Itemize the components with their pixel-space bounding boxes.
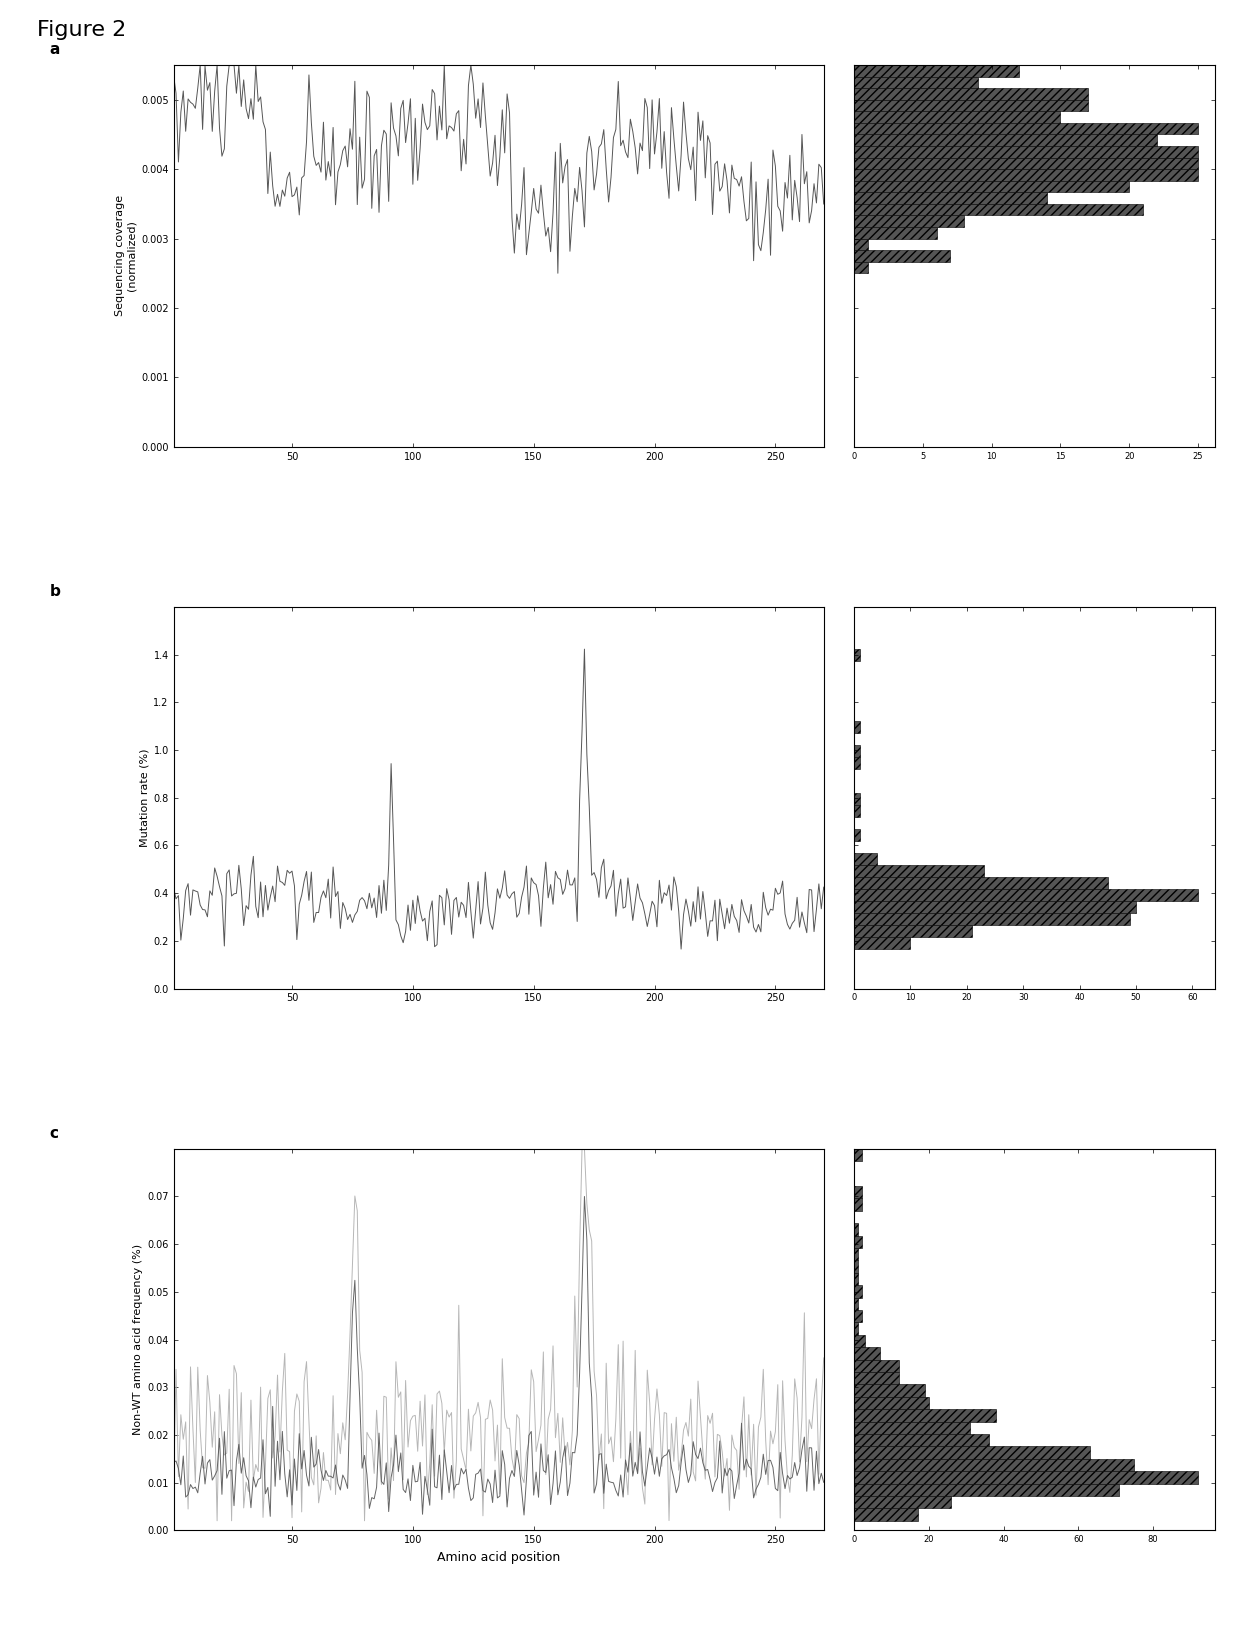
Bar (854, 239, 868, 251)
Bar (854, 181, 1130, 192)
Bar (854, 889, 1198, 900)
Bar (854, 147, 1198, 158)
Bar (854, 1384, 925, 1397)
Bar (854, 757, 859, 768)
Y-axis label: Mutation rate (%): Mutation rate (%) (139, 749, 149, 847)
Text: b: b (50, 584, 61, 599)
Text: Figure 2: Figure 2 (37, 20, 126, 39)
Bar (854, 1472, 1198, 1483)
Bar (854, 204, 1143, 215)
Bar (854, 251, 950, 262)
Bar (854, 1359, 899, 1372)
Bar (854, 1198, 862, 1211)
Bar (854, 1273, 858, 1284)
Bar (854, 1249, 858, 1260)
Bar (854, 1434, 988, 1446)
Bar (854, 1483, 1120, 1496)
Bar (854, 1410, 996, 1421)
Bar (854, 1311, 862, 1322)
Bar (854, 65, 1019, 77)
Bar (854, 925, 972, 938)
Bar (854, 829, 859, 842)
Bar (854, 124, 1198, 135)
Bar (854, 721, 859, 733)
Bar (854, 1236, 862, 1249)
Bar (854, 215, 965, 226)
Bar (854, 1372, 899, 1384)
Text: a: a (50, 42, 60, 57)
Bar (854, 1335, 866, 1346)
Text: c: c (50, 1125, 58, 1141)
Bar (854, 793, 859, 806)
Bar (854, 853, 877, 864)
Bar (854, 262, 868, 274)
Bar (854, 158, 1198, 169)
Bar (854, 99, 1087, 111)
Y-axis label: Sequencing coverage
(normalized): Sequencing coverage (normalized) (115, 195, 136, 316)
Bar (854, 1496, 951, 1509)
Bar (854, 226, 936, 239)
Bar (854, 111, 1060, 124)
Bar (854, 746, 859, 757)
Bar (854, 900, 1136, 913)
X-axis label: Amino acid position: Amino acid position (436, 1551, 560, 1565)
Bar (854, 1185, 862, 1198)
Bar (854, 650, 859, 661)
Bar (854, 1260, 858, 1273)
Bar (854, 1346, 880, 1359)
Bar (854, 1298, 858, 1311)
Bar (854, 1459, 1135, 1472)
Y-axis label: Non-WT amino acid frequency (%): Non-WT amino acid frequency (%) (133, 1244, 143, 1436)
Bar (854, 135, 1157, 147)
Bar (854, 1149, 862, 1161)
Bar (854, 877, 1107, 889)
Bar (854, 1397, 929, 1410)
Bar (854, 1421, 970, 1434)
Bar (854, 192, 1047, 204)
Bar (854, 1322, 858, 1335)
Bar (854, 88, 1087, 99)
Bar (854, 913, 1131, 925)
Bar (854, 806, 859, 817)
Bar (854, 938, 910, 949)
Bar (854, 1223, 858, 1236)
Bar (854, 1284, 862, 1298)
Bar (854, 1509, 918, 1521)
Bar (854, 1446, 1090, 1459)
Bar (854, 77, 978, 88)
Bar (854, 169, 1198, 181)
Bar (854, 864, 983, 877)
